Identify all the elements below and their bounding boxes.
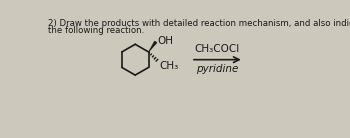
- Text: pyridine: pyridine: [196, 63, 239, 74]
- Text: CH₃COCl: CH₃COCl: [195, 43, 240, 54]
- Text: 2) Draw the products with detailed reaction mechanism, and also indicate the ste: 2) Draw the products with detailed react…: [48, 19, 350, 28]
- Text: OH: OH: [157, 36, 173, 46]
- Text: CH₃: CH₃: [159, 61, 178, 71]
- Polygon shape: [149, 41, 157, 52]
- Text: the following reaction.: the following reaction.: [48, 26, 145, 35]
